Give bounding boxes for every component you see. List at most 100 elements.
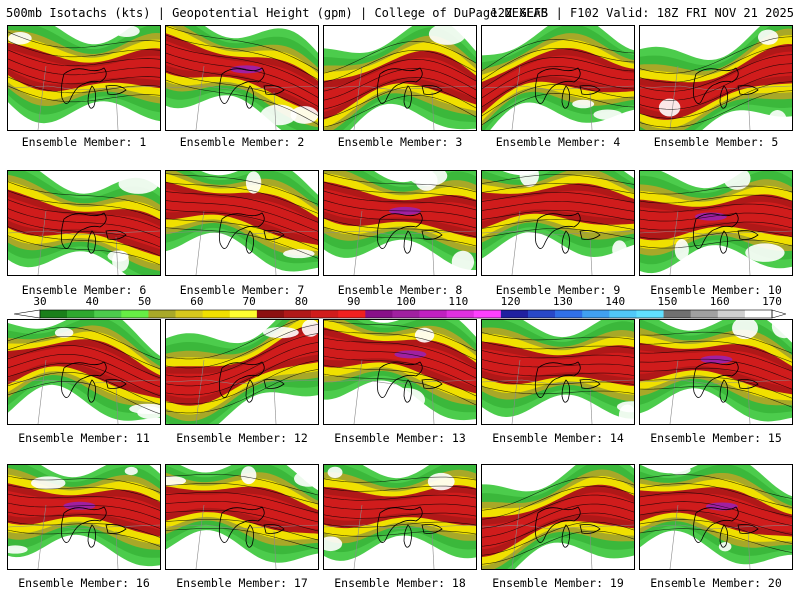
state-border [640,85,792,91]
colorbar-swatch [528,310,556,318]
height-contour [8,190,160,221]
colorbar-outline [39,309,773,319]
height-contour [640,519,792,544]
state-border [273,236,277,275]
height-contour [482,57,634,90]
height-contour [640,483,792,508]
height-contour [482,93,634,126]
state-border [353,65,363,130]
weak-wind-area [240,466,257,485]
isotach-map [8,171,160,275]
state-border [353,210,363,275]
height-contour [324,476,476,483]
weak-wind-area [427,472,455,491]
state-border [589,91,593,130]
ensemble-member-label: Ensemble Member: 20 [650,576,782,590]
lake-erie-outline [105,230,127,240]
weak-wind-area [483,465,499,480]
state-border [37,359,47,424]
weak-wind-area [723,171,751,190]
ensemble-member-label: Ensemble Member: 2 [179,135,305,149]
colorbar-strip [14,309,786,319]
great-lakes-outline [534,361,581,398]
height-contour [8,181,160,212]
height-contour [8,217,160,248]
colorbar-swatch [446,310,475,318]
height-contour [166,351,318,396]
height-contour [166,79,318,125]
weak-wind-area [658,98,681,117]
wind-zone-90kt [640,350,792,389]
ensemble-member-label: Ensemble Member: 6 [21,283,147,297]
height-contour [482,494,634,529]
height-contour [8,49,160,67]
weak-wind-area [414,327,435,343]
weak-wind-area [513,245,526,254]
state-border [747,91,751,130]
lake-erie-outline [421,379,443,389]
height-contour [8,511,160,529]
state-border [640,230,792,236]
isotach-map [640,465,792,569]
height-contour [166,369,318,414]
height-contour [8,493,160,511]
state-border [353,504,363,569]
height-contour [324,199,476,220]
state-border [511,359,521,424]
height-contour [640,239,792,249]
lake-michigan-outline [719,230,728,254]
height-contour [8,67,160,85]
ensemble-panel-15 [639,319,793,425]
height-contour [324,190,476,211]
height-contour [640,385,792,408]
height-contour [166,182,318,214]
weak-wind-area [732,320,758,340]
height-contour [166,320,300,360]
height-contour [8,76,160,94]
lake-erie-outline [421,524,443,534]
isotach-map [482,171,634,275]
height-contour [8,208,160,239]
weak-wind-area [166,475,187,486]
height-contour [640,185,792,195]
colorbar-left-arrow [14,309,41,319]
header-valid-time: 12Z GEFS | F102 Valid: 18Z FRI NOV 21 20… [490,6,794,20]
weak-wind-area [113,26,140,37]
height-contour [324,512,476,519]
height-contour [8,484,160,502]
height-contour [482,386,634,395]
state-border [482,524,634,530]
height-contour [482,476,634,511]
height-contour [166,333,318,378]
wind-zone-90kt [482,348,634,379]
state-border [589,530,593,569]
height-contour [324,328,476,361]
ensemble-member-label: Ensemble Member: 10 [650,283,782,297]
height-contour [482,66,634,99]
height-contour [482,332,634,341]
height-contour [324,521,476,528]
height-contour [482,485,634,520]
weak-wind-area [612,240,627,260]
height-contour [640,230,792,240]
lake-erie-outline [263,230,285,240]
lake-michigan-outline [87,379,96,403]
height-contour [166,519,318,541]
colorbar-swatch [663,310,691,318]
great-lakes-outline [60,361,107,398]
height-contour [8,199,160,230]
ensemble-panel-11 [7,319,161,425]
weak-wind-area [333,26,357,41]
state-border [431,385,435,424]
great-lakes-outline [692,361,739,398]
ensemble-panel-13 [323,319,477,425]
state-border [431,91,435,130]
height-contour [640,203,792,213]
lake-erie-outline [105,85,127,95]
state-border [115,385,119,424]
height-contour [166,474,318,496]
isotach-map [640,171,792,275]
great-lakes-outline [692,67,739,104]
wind-zone-90kt [324,335,476,388]
state-border [166,379,318,385]
